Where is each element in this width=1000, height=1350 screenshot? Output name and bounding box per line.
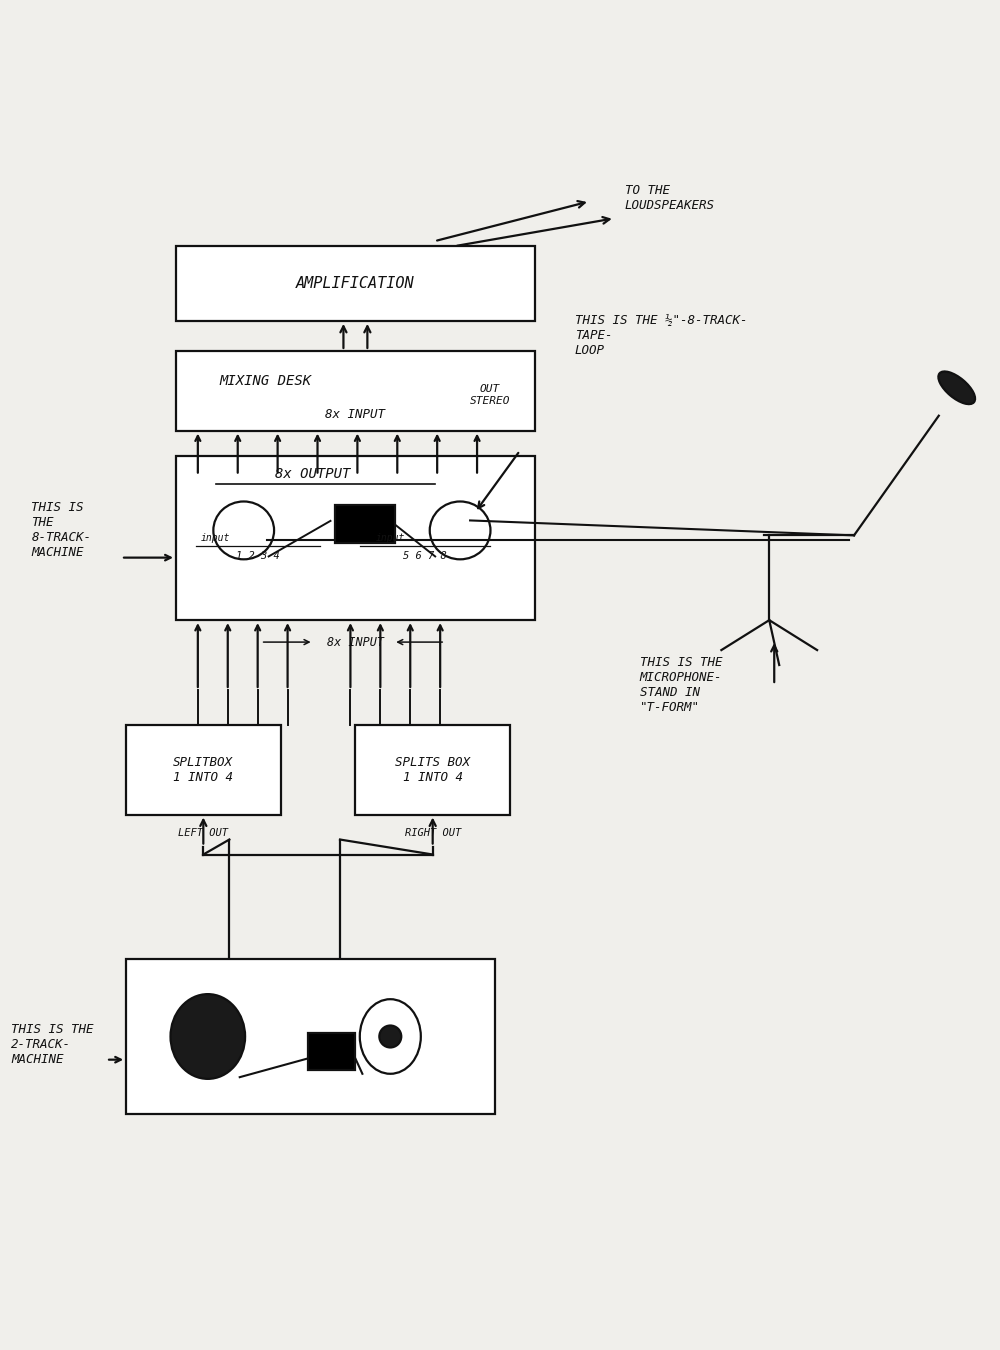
- Text: OUT
STEREO: OUT STEREO: [470, 383, 510, 405]
- Text: TO THE
LOUDSPEAKERS: TO THE LOUDSPEAKERS: [625, 185, 715, 212]
- Text: THIS IS THE
MICROPHONE-
STAND IN
"T-FORM": THIS IS THE MICROPHONE- STAND IN "T-FORM…: [640, 656, 722, 714]
- Text: SPLITBOX
1 INTO 4: SPLITBOX 1 INTO 4: [173, 756, 233, 784]
- Bar: [176, 246, 535, 321]
- Text: THIS IS THE
2-TRACK-
MACHINE: THIS IS THE 2-TRACK- MACHINE: [11, 1023, 94, 1065]
- Ellipse shape: [379, 1026, 401, 1048]
- Text: LEFT OUT: LEFT OUT: [178, 828, 228, 837]
- Text: THIS IS THE ½"-8-TRACK-
TAPE-
LOOP: THIS IS THE ½"-8-TRACK- TAPE- LOOP: [575, 315, 747, 358]
- Text: MIXING DESK: MIXING DESK: [220, 374, 312, 389]
- Bar: [355, 725, 510, 814]
- Text: SPLITS BOX
1 INTO 4: SPLITS BOX 1 INTO 4: [395, 756, 470, 784]
- Text: 8x INPUT: 8x INPUT: [327, 636, 384, 648]
- Text: 1 2 3 4: 1 2 3 4: [236, 551, 280, 562]
- Bar: [335, 505, 395, 543]
- Ellipse shape: [360, 999, 421, 1073]
- Text: 5 6 7 8: 5 6 7 8: [403, 551, 447, 562]
- Ellipse shape: [213, 501, 274, 559]
- Text: 8x OUTPUT: 8x OUTPUT: [275, 467, 350, 481]
- Bar: [126, 960, 495, 1114]
- Text: input: input: [201, 533, 230, 544]
- Bar: [176, 351, 535, 431]
- Ellipse shape: [171, 994, 245, 1079]
- Text: 8x INPUT: 8x INPUT: [325, 408, 385, 421]
- Text: THIS IS
THE
8-TRACK-
MACHINE: THIS IS THE 8-TRACK- MACHINE: [31, 501, 91, 559]
- Ellipse shape: [430, 501, 490, 559]
- Text: input: input: [376, 533, 405, 544]
- Bar: [308, 1033, 355, 1071]
- Text: RIGHT OUT: RIGHT OUT: [405, 828, 461, 837]
- Text: AMPLIFICATION: AMPLIFICATION: [296, 277, 415, 292]
- Ellipse shape: [938, 371, 975, 404]
- Bar: [176, 455, 535, 620]
- Bar: [126, 725, 281, 814]
